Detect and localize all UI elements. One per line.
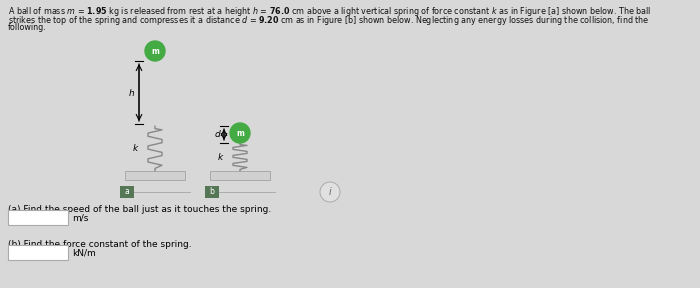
Circle shape [230,123,250,143]
Bar [8,245,68,260]
Text: m: m [151,46,159,56]
Bar [8,210,68,225]
Text: A ball of mass $m$ = $\mathbf{1.95}$ kg is released from rest at a height $h$ = : A ball of mass $m$ = $\mathbf{1.95}$ kg … [8,5,652,18]
Circle shape [145,41,165,61]
Text: h: h [129,89,135,98]
Circle shape [320,182,340,202]
Text: m/s: m/s [72,213,88,223]
Text: strikes the top of the spring and compresses it a distance $d$ = $\mathbf{9.20}$: strikes the top of the spring and compre… [8,14,650,27]
Bar [205,186,219,198]
Text: (a) Find the speed of the ball just as it touches the spring.: (a) Find the speed of the ball just as i… [8,205,272,214]
Text: kN/m: kN/m [72,249,96,257]
Bar [120,186,134,198]
Text: k: k [218,153,223,162]
Text: k: k [132,144,138,153]
Text: (b) Find the force constant of the spring.: (b) Find the force constant of the sprin… [8,240,192,249]
Text: d: d [214,130,220,139]
Bar [210,171,270,180]
Text: b: b [209,187,214,196]
Text: i: i [328,187,331,197]
Bar [125,171,185,180]
Text: following.: following. [8,23,47,32]
Text: m: m [236,128,244,137]
Text: a: a [125,187,130,196]
